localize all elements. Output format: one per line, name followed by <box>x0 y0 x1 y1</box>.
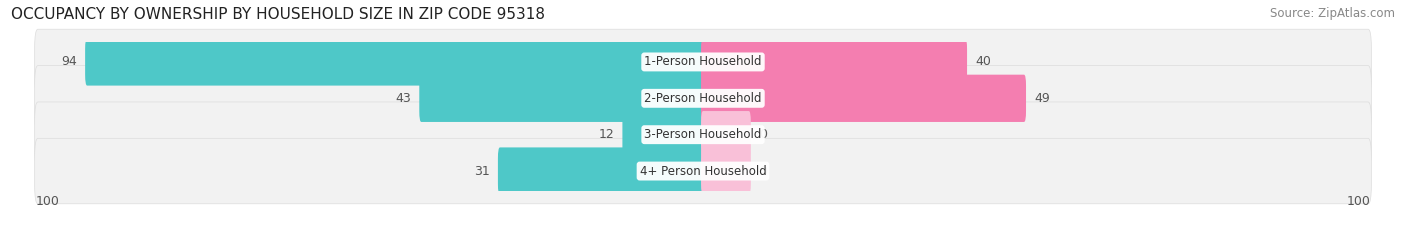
Text: 0: 0 <box>759 128 766 141</box>
Text: 12: 12 <box>599 128 614 141</box>
Text: Source: ZipAtlas.com: Source: ZipAtlas.com <box>1270 7 1395 20</box>
FancyBboxPatch shape <box>702 38 967 86</box>
Text: 4+ Person Household: 4+ Person Household <box>640 164 766 178</box>
FancyBboxPatch shape <box>35 65 1371 131</box>
FancyBboxPatch shape <box>86 38 704 86</box>
FancyBboxPatch shape <box>702 75 1026 122</box>
FancyBboxPatch shape <box>35 138 1371 204</box>
Text: 0: 0 <box>759 164 766 178</box>
FancyBboxPatch shape <box>702 147 751 195</box>
Text: OCCUPANCY BY OWNERSHIP BY HOUSEHOLD SIZE IN ZIP CODE 95318: OCCUPANCY BY OWNERSHIP BY HOUSEHOLD SIZE… <box>11 7 546 22</box>
FancyBboxPatch shape <box>35 29 1371 95</box>
Text: 43: 43 <box>395 92 412 105</box>
Text: 40: 40 <box>974 55 991 69</box>
FancyBboxPatch shape <box>498 147 704 195</box>
FancyBboxPatch shape <box>623 111 704 158</box>
FancyBboxPatch shape <box>35 102 1371 168</box>
Text: 31: 31 <box>474 164 491 178</box>
FancyBboxPatch shape <box>702 111 751 158</box>
Text: 3-Person Household: 3-Person Household <box>644 128 762 141</box>
FancyBboxPatch shape <box>419 75 704 122</box>
Text: 2-Person Household: 2-Person Household <box>644 92 762 105</box>
Text: 49: 49 <box>1033 92 1050 105</box>
Text: 1-Person Household: 1-Person Household <box>644 55 762 69</box>
Text: 94: 94 <box>62 55 77 69</box>
